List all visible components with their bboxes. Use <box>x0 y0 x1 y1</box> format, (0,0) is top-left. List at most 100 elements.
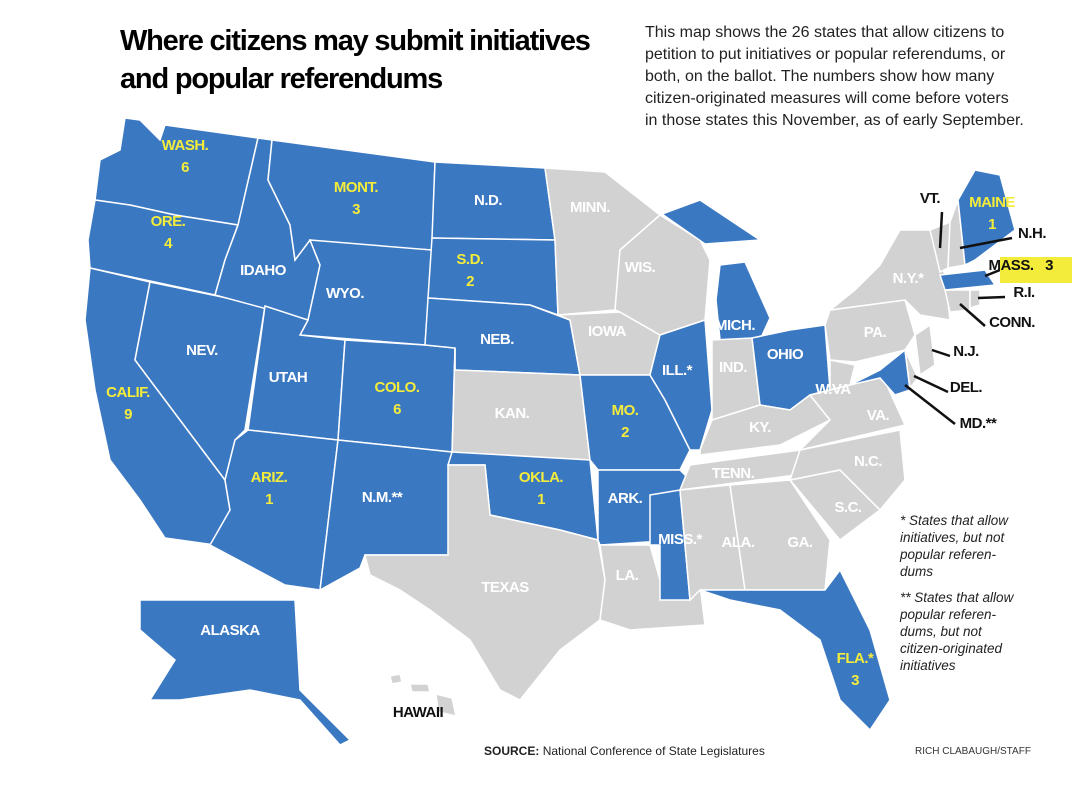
state-label: S.C. <box>834 499 862 516</box>
state-label: W.VA <box>815 381 851 398</box>
mi-up <box>660 199 763 245</box>
callout <box>977 295 1006 300</box>
state-labels: WASH. 6 ORE. 4 CALIF. 9 MONT. 3 N.D. S.D. 2 IDAHO WY… <box>106 137 1053 721</box>
state-label: MONT. <box>334 179 378 196</box>
state-count: 3 <box>851 672 859 689</box>
state-count: 9 <box>124 406 132 423</box>
state-label: CALIF. <box>106 384 150 401</box>
footnote: ** States that allow popular referen-dums… <box>900 589 1013 674</box>
state-label: TENN. <box>712 465 755 482</box>
state-label: MO. <box>612 402 639 419</box>
tx <box>364 464 606 701</box>
state-label: DEL. <box>950 379 983 396</box>
description-line: petition to put initiatives or popular r… <box>645 46 1006 63</box>
description-line: This map shows the 26 states that allow … <box>645 24 1005 41</box>
state-count: 3 <box>352 201 360 218</box>
footnote-line: citizen-originated <box>900 641 1003 656</box>
de <box>904 349 919 390</box>
state-label: LA. <box>616 567 639 584</box>
title: Where citizens may submit initiatives and… <box>120 22 591 98</box>
description: This map shows the 26 states that allow … <box>645 22 1024 132</box>
state-label: MD.** <box>960 415 997 432</box>
co <box>337 339 456 453</box>
state-label: MAINE <box>969 194 1015 211</box>
hi-1 <box>389 673 403 685</box>
state-label: N.M.** <box>362 489 403 506</box>
callout <box>931 348 951 358</box>
state-count: 1 <box>988 216 996 233</box>
state-label: R.I. <box>1013 284 1035 301</box>
state-label: HAWAII <box>393 704 444 721</box>
description-line: both, on the ballot. The numbers show ho… <box>645 68 995 85</box>
states <box>84 117 1016 746</box>
state-count: 6 <box>181 159 189 176</box>
state-count: 6 <box>393 401 401 418</box>
state-label: VT. <box>920 190 941 207</box>
source: SOURCE: National Conference of State Leg… <box>484 744 765 758</box>
state-label: NEB. <box>480 331 514 348</box>
state-label: OKLA. <box>519 469 563 486</box>
state-label: CONN. <box>989 314 1035 331</box>
title-line: and popular referendums <box>120 63 443 95</box>
source-label: SOURCE: <box>484 744 540 758</box>
footnote-line: ** States that allow <box>900 590 1014 605</box>
callout <box>904 384 956 425</box>
state-label: PA. <box>864 324 887 341</box>
il <box>649 318 713 451</box>
state-count: 2 <box>621 424 629 441</box>
state-label: N.D. <box>474 192 502 209</box>
callout <box>938 211 944 249</box>
state-label: ARIZ. <box>251 469 288 486</box>
state-label: NEV. <box>186 342 218 359</box>
description-line: citizen-originated measures will come be… <box>645 90 1009 107</box>
footnotes: * States that allow initiatives, but not p… <box>900 512 1013 683</box>
state-label: N.C. <box>854 453 882 470</box>
state-label: ALASKA <box>200 622 260 639</box>
state-label: OHIO <box>767 346 804 363</box>
state-count: 1 <box>537 491 545 508</box>
state-label: IND. <box>719 359 747 376</box>
wy <box>298 239 433 346</box>
ga <box>729 479 831 591</box>
footnote-line: initiatives <box>900 658 956 673</box>
state-label: MINN. <box>570 199 610 216</box>
description-line: in those states this November, as of ear… <box>645 112 1024 129</box>
source-text: National Conference of State Legislature… <box>542 744 765 758</box>
state-count: 1 <box>265 491 273 508</box>
ma <box>938 269 997 291</box>
state-count: 2 <box>466 273 474 290</box>
footnote: * States that allow initiatives, but not p… <box>900 512 1013 580</box>
state-label: IOWA <box>588 323 627 340</box>
hi-2 <box>409 683 431 693</box>
fl <box>699 568 891 732</box>
state-label: ILL.* <box>662 362 693 379</box>
callouts <box>904 211 1072 425</box>
state-label: KY. <box>749 419 771 436</box>
footnote-line: dums, but not <box>900 624 982 639</box>
state-label: S.D. <box>456 251 484 268</box>
state-label: N.H. <box>1018 225 1046 242</box>
state-label: COLO. <box>375 379 420 396</box>
state-label: GA. <box>787 534 813 551</box>
footnote-line: popular referen- <box>900 547 997 562</box>
state-label: ARK. <box>608 490 643 507</box>
footnote-line: dums <box>900 564 934 579</box>
footnote-line: * States that allow <box>900 513 1009 528</box>
state-label: IDAHO <box>240 262 287 279</box>
la <box>599 544 706 631</box>
nc <box>788 429 906 512</box>
state-label: MASS. <box>988 257 1033 274</box>
mass-box <box>1000 257 1072 283</box>
state-label: UTAH <box>269 369 308 386</box>
callout <box>959 303 986 327</box>
state-label: WIS. <box>625 259 656 276</box>
state-label: WYO. <box>326 285 364 302</box>
ak <box>139 599 352 746</box>
state-label: MISS.* <box>658 531 702 548</box>
state-count: 4 <box>164 235 173 252</box>
state-label: ALA. <box>722 534 755 551</box>
state-label: FLA.* <box>837 650 874 667</box>
state-label: KAN. <box>495 405 530 422</box>
